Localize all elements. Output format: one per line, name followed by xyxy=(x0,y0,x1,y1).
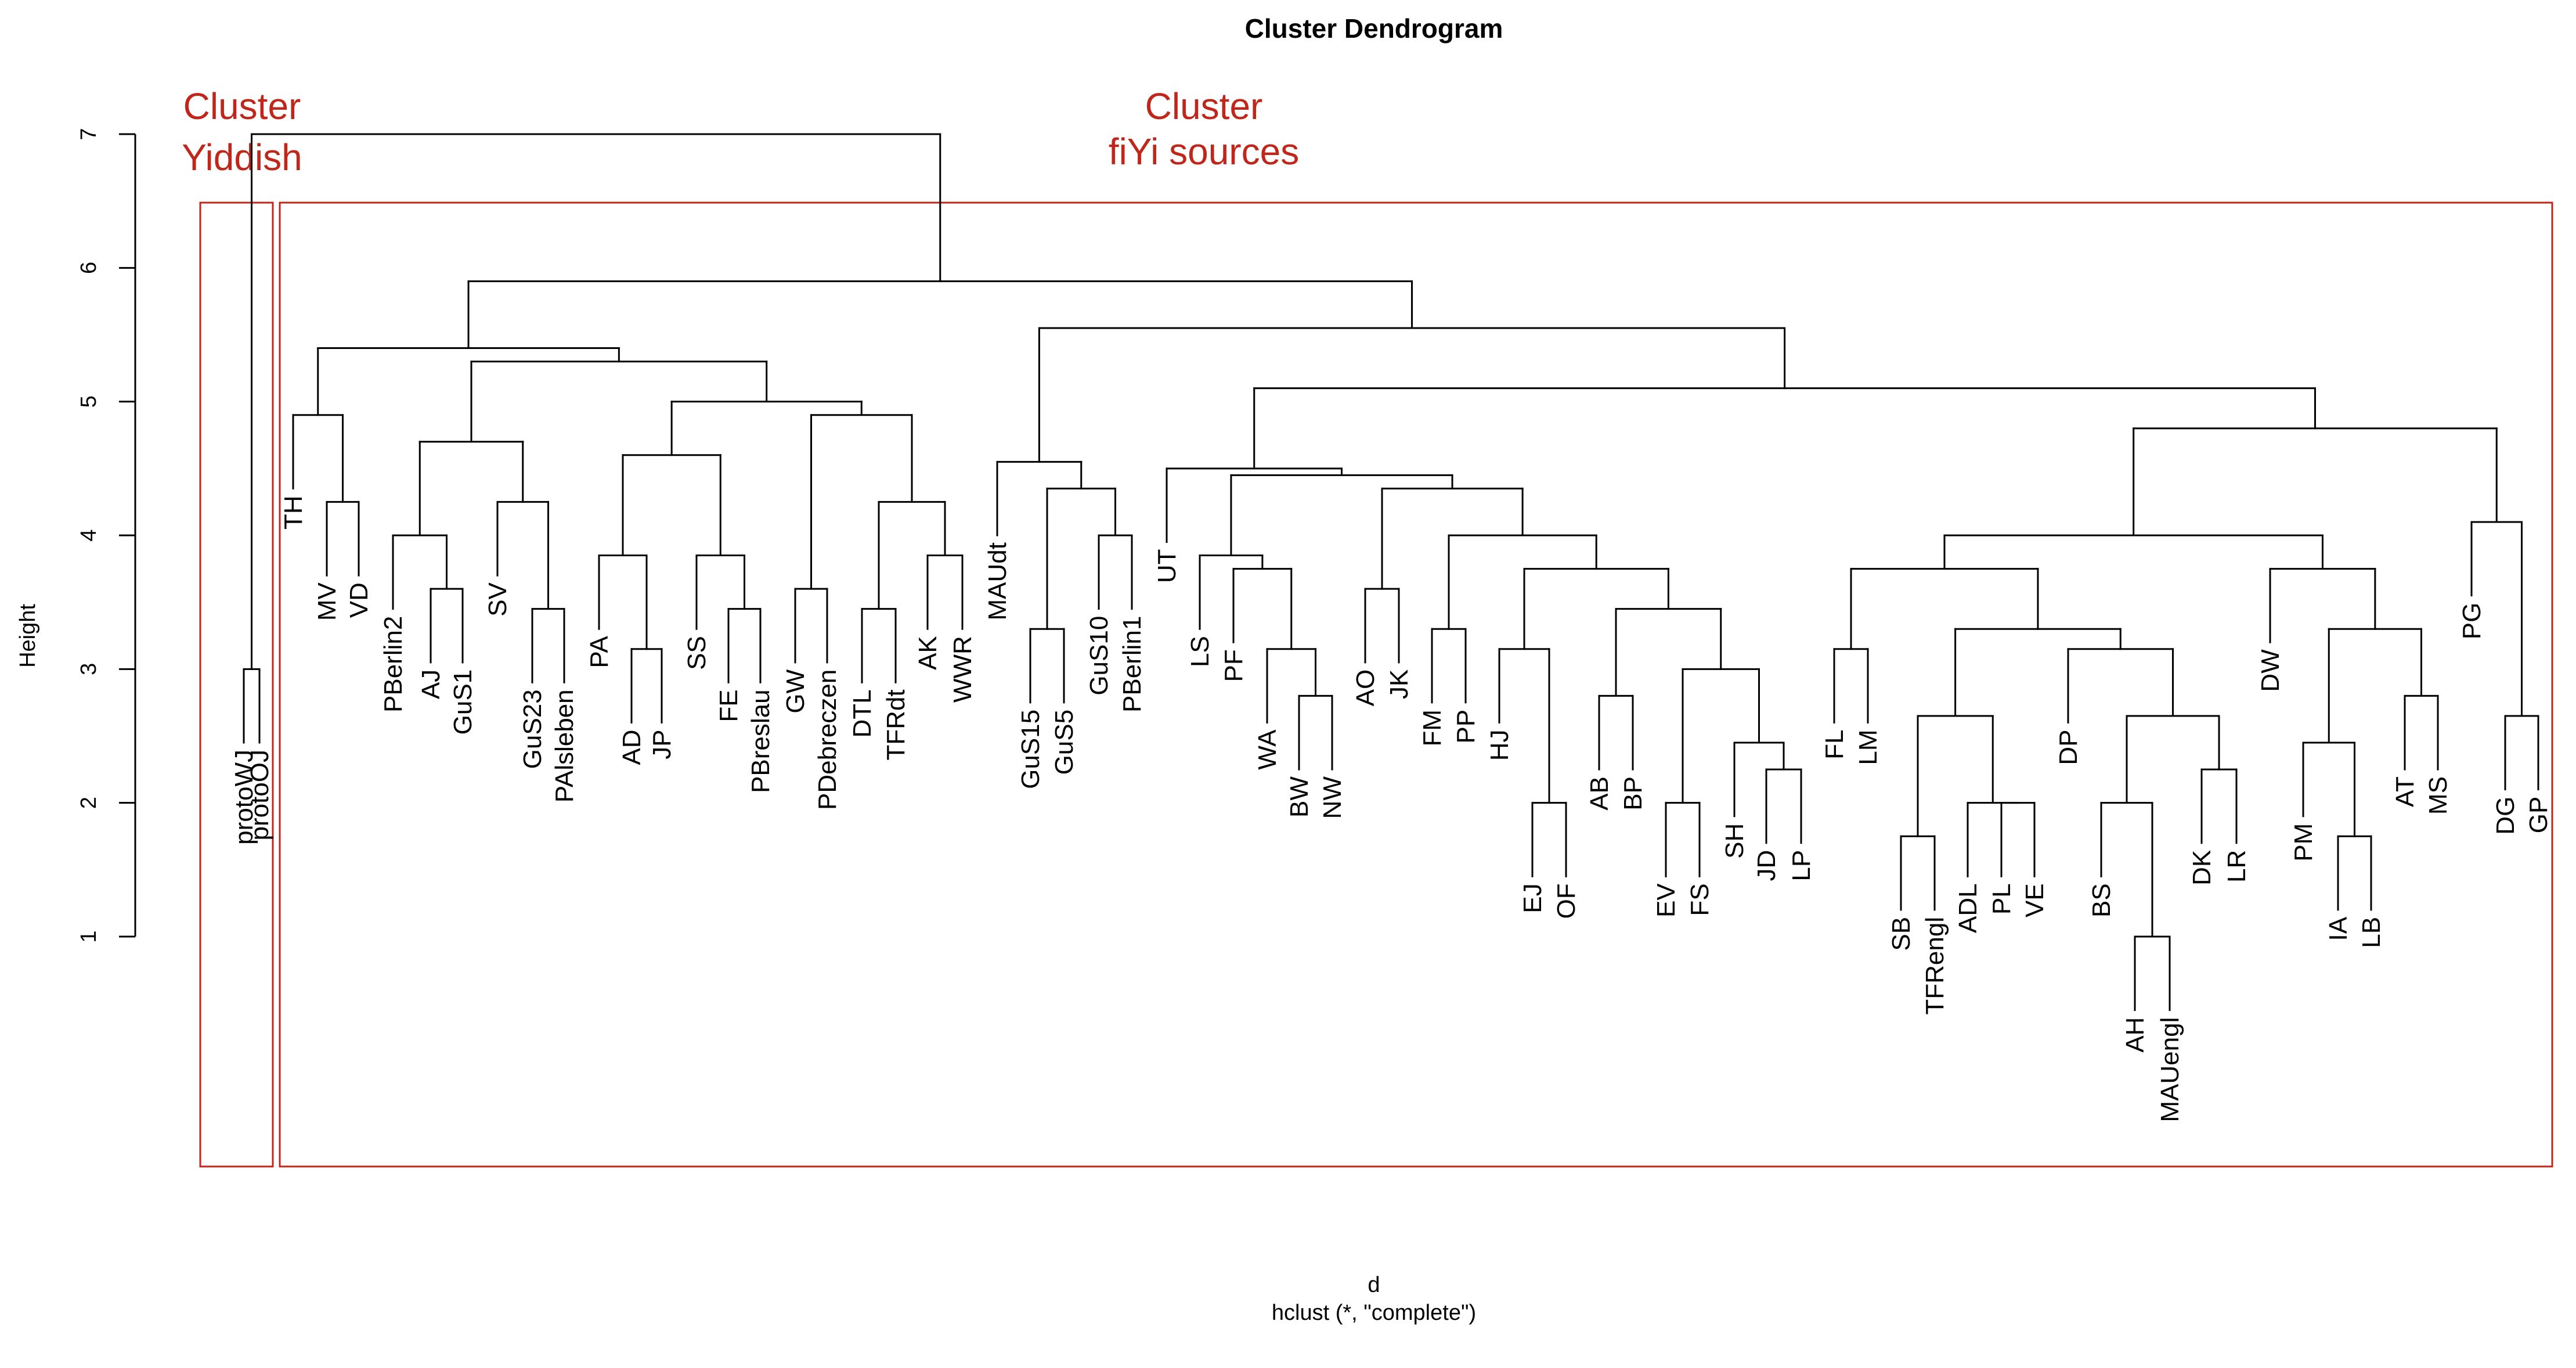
leaf-label-fl: FL xyxy=(1820,729,1849,759)
leaf-label-hj: HJ xyxy=(1485,729,1514,761)
leaf-label-at: AT xyxy=(2391,776,2419,807)
cluster-fiyi-rect xyxy=(279,201,2553,1168)
leaf-label-lb: LB xyxy=(2357,917,2386,948)
leaf-label-adl: ADL xyxy=(1954,883,1982,933)
leaf-label-gp: GP xyxy=(2524,797,2553,834)
cluster-yiddish-rect xyxy=(199,201,274,1168)
leaf-label-tfrengl: TFRengl xyxy=(1921,917,1949,1015)
leaf-label-wa: WA xyxy=(1253,729,1282,770)
leaf-label-lp: LP xyxy=(1787,850,1816,881)
leaf-label-ao: AO xyxy=(1351,669,1380,707)
leaf-label-ej: EJ xyxy=(1518,883,1547,913)
annotation-yiddish-line2: Yiddish xyxy=(182,136,302,178)
leaf-label-th: TH xyxy=(279,495,308,530)
leaf-label-pberlin2: PBerlin2 xyxy=(379,616,407,712)
leaf-label-gus10: GuS10 xyxy=(1085,616,1113,696)
y-tick-label: 3 xyxy=(77,663,101,675)
leaf-label-pf: PF xyxy=(1220,649,1248,682)
leaf-label-pg: PG xyxy=(2458,603,2486,640)
method-label: hclust (*, "complete") xyxy=(1272,1301,1476,1325)
leaf-label-protowj: protoWJ xyxy=(230,750,258,845)
leaf-label-gw: GW xyxy=(781,669,810,713)
leaf-label-dg: DG xyxy=(2491,797,2520,835)
leaf-label-sv: SV xyxy=(484,582,512,616)
y-axis: 1 2 3 4 5 6 7 xyxy=(77,128,136,943)
leaf-label-fs: FS xyxy=(1686,883,1714,916)
leaf-label-gus15: GuS15 xyxy=(1016,710,1045,789)
leaf-label-dp: DP xyxy=(2054,729,2083,765)
leaf-label-ut: UT xyxy=(1153,549,1181,584)
leaf-label-jp: JP xyxy=(648,729,676,759)
leaf-label-ev: EV xyxy=(1652,883,1680,917)
leaf-label-mv: MV xyxy=(313,582,341,621)
dendrogram-tree xyxy=(243,133,2539,1011)
leaf-label-ah: AH xyxy=(2121,1017,2149,1053)
leaf-label-lm: LM xyxy=(1854,729,1882,765)
leaf-label-ss: SS xyxy=(683,636,711,670)
leaf-label-ve: VE xyxy=(2021,883,2049,917)
leaf-label-gus23: GuS23 xyxy=(518,689,547,769)
leaf-label-ad: AD xyxy=(618,729,646,765)
leaf-label-ia: IA xyxy=(2324,916,2353,941)
y-axis-label: Height xyxy=(16,604,40,668)
leaf-label-fe: FE xyxy=(715,689,743,722)
leaf-label-pbreslau: PBreslau xyxy=(746,689,775,793)
leaf-label-gus5: GuS5 xyxy=(1050,710,1078,775)
leaf-label-ak: AK xyxy=(914,636,942,670)
leaf-label-vd: VD xyxy=(345,582,373,618)
leaf-label-ls: LS xyxy=(1186,636,1214,667)
leaf-label-dw: DW xyxy=(2256,649,2285,692)
leaf-label-ms: MS xyxy=(2424,776,2452,815)
leaf-label-jd: JD xyxy=(1752,850,1781,881)
leaf-label-tfrdt: TFRdt xyxy=(882,689,910,760)
leaf-label-nw: NW xyxy=(1318,776,1347,819)
leaf-label-lr: LR xyxy=(2223,850,2251,883)
leaf-label-pl: PL xyxy=(1987,883,2016,915)
leaf-label-sb: SB xyxy=(1887,917,1915,951)
leaf-label-maudt: MAUdt xyxy=(983,542,1012,620)
leaf-label-palsleben: PAlsleben xyxy=(550,689,579,802)
y-tick-label: 5 xyxy=(77,395,101,408)
leaf-label-bs: BS xyxy=(2087,883,2116,917)
annotation-fiyi-line2: fiYi sources xyxy=(1109,131,1299,172)
leaf-label-dtl: DTL xyxy=(848,689,876,737)
leaf-label-ab: AB xyxy=(1585,776,1614,811)
y-tick-label: 6 xyxy=(77,262,101,274)
y-tick-label: 2 xyxy=(77,797,101,809)
leaf-label-protooj: protoOJ xyxy=(246,750,274,841)
leaf-label-gus1: GuS1 xyxy=(449,669,477,735)
chart-title: Cluster Dendrogram xyxy=(1245,13,1503,44)
leaf-label-bp: BP xyxy=(1619,776,1647,811)
y-tick-label: 1 xyxy=(77,930,101,942)
leaf-label-wwr: WWR xyxy=(948,636,977,703)
annotation-yiddish-line1: Cluster xyxy=(183,85,301,127)
leaf-label-pdebreczen: PDebreczen xyxy=(813,669,842,810)
leaf-label-of: OF xyxy=(1552,883,1581,919)
leaf-label-jk: JK xyxy=(1385,669,1413,699)
leaf-label-fm: FM xyxy=(1418,710,1446,747)
y-tick-label: 7 xyxy=(77,128,101,140)
leaf-label-pberlin1: PBerlin1 xyxy=(1118,616,1146,712)
leaf-label-bw: BW xyxy=(1285,776,1314,818)
x-axis-label: d xyxy=(1368,1273,1380,1297)
leaf-label-pm: PM xyxy=(2289,823,2318,862)
leaf-label-pp: PP xyxy=(1452,710,1480,744)
leaf-label-dk: DK xyxy=(2188,850,2216,885)
leaf-label-aj: AJ xyxy=(417,669,445,699)
annotation-fiyi-line1: Cluster xyxy=(1145,85,1263,127)
y-tick-label: 4 xyxy=(77,529,101,541)
leaf-label-pa: PA xyxy=(585,636,614,668)
leaf-label-sh: SH xyxy=(1720,823,1749,859)
leaf-label-mauengl: MAUengl xyxy=(2156,1017,2184,1122)
